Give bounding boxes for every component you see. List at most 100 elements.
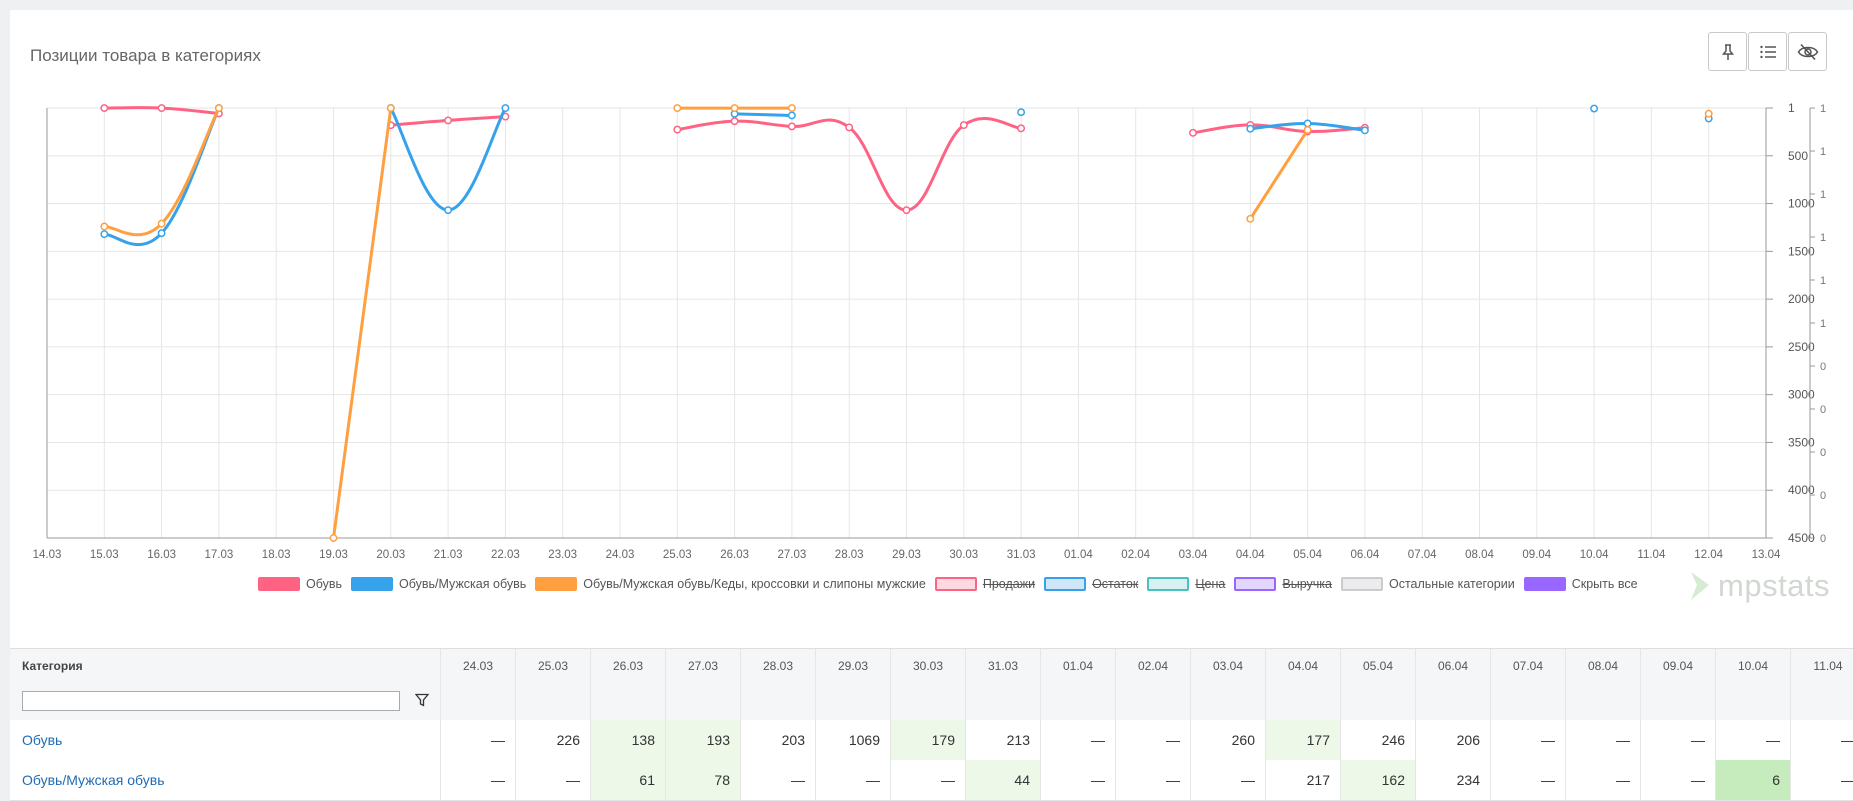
data-point[interactable] (100, 104, 109, 113)
column-header-date[interactable]: 08.04 (1565, 649, 1640, 683)
data-point[interactable] (386, 104, 395, 113)
column-header-date[interactable]: 02.04 (1115, 649, 1190, 683)
filter-cell (590, 682, 665, 720)
data-point[interactable] (501, 104, 510, 113)
x-tick-label: 21.03 (434, 549, 463, 560)
x-tick-label: 31.03 (1007, 549, 1036, 560)
column-header-date[interactable]: 05.04 (1340, 649, 1415, 683)
legend-item[interactable]: Остаток (1044, 577, 1138, 591)
column-header-date[interactable]: 01.04 (1040, 649, 1115, 683)
column-header-date[interactable]: 07.04 (1490, 649, 1565, 683)
legend-label: Скрыть все (1571, 577, 1638, 591)
column-header-date[interactable]: 09.04 (1640, 649, 1715, 683)
column-header-date[interactable]: 25.03 (515, 649, 590, 683)
x-tick-label: 19.03 (319, 549, 348, 560)
legend-item[interactable]: Скрыть все (1523, 577, 1638, 591)
filter-cell (890, 682, 965, 720)
data-point[interactable] (1017, 124, 1026, 133)
column-header-date[interactable]: 10.04 (1715, 649, 1790, 683)
legend-item[interactable]: Цена (1147, 577, 1225, 591)
legend-item[interactable]: Остальные категории (1340, 577, 1515, 591)
data-point[interactable] (100, 222, 109, 231)
legend-swatch (1523, 577, 1566, 591)
data-point[interactable] (444, 116, 453, 125)
value-cell: 260 (1190, 720, 1265, 760)
list-button[interactable] (1748, 32, 1787, 71)
legend-item[interactable]: Выручка (1234, 577, 1332, 591)
data-point[interactable] (1704, 109, 1713, 118)
hide-button[interactable] (1788, 32, 1827, 71)
column-header-date[interactable]: 11.04 (1790, 649, 1853, 683)
data-point[interactable] (1189, 128, 1197, 137)
column-header-date[interactable]: 03.04 (1190, 649, 1265, 683)
data-point[interactable] (902, 206, 911, 215)
legend-label: Обувь (306, 577, 343, 591)
value-cell: 6 (1715, 760, 1790, 800)
y-tick-label: 1500 (1788, 244, 1815, 258)
data-point[interactable] (444, 206, 453, 215)
table-header: Категория 24.03 25.03 26.03 27.03 28.03 29.03… (10, 648, 1853, 684)
data-point[interactable] (157, 219, 166, 228)
value-cell: — (1565, 760, 1640, 800)
column-header-date[interactable]: 26.03 (590, 649, 665, 683)
data-point[interactable] (730, 117, 739, 126)
category-filter-input[interactable] (22, 691, 400, 711)
data-point[interactable] (730, 104, 739, 113)
column-header-date[interactable]: 06.04 (1415, 649, 1490, 683)
data-point[interactable] (787, 111, 796, 120)
data-point[interactable] (100, 230, 109, 239)
legend-item[interactable]: Продажи (934, 577, 1035, 591)
column-header-date[interactable]: 24.03 (440, 649, 515, 683)
data-point[interactable] (787, 122, 796, 131)
data-point[interactable] (845, 123, 854, 132)
data-point[interactable] (787, 104, 796, 113)
x-tick-label: 25.03 (663, 549, 692, 560)
column-header-date[interactable]: 28.03 (740, 649, 815, 683)
column-header-date[interactable]: 29.03 (815, 649, 890, 683)
filter-cell (1040, 682, 1115, 720)
data-point[interactable] (1246, 124, 1255, 133)
value-cell: 179 (890, 720, 965, 760)
data-point[interactable] (329, 534, 338, 542)
chart-legend: Обувь Обувь/Мужская обувь Обувь/Мужская об… (258, 575, 1647, 593)
legend-item[interactable]: Обувь (258, 577, 342, 591)
value-cell: — (1640, 760, 1715, 800)
filter-icon[interactable] (415, 693, 429, 707)
x-tick-label: 27.03 (778, 549, 807, 560)
x-tick-label: 07.04 (1408, 549, 1437, 560)
y2-tick-label: 0 (1820, 447, 1826, 459)
value-cell: — (1490, 720, 1565, 760)
data-point[interactable] (1246, 214, 1255, 223)
column-header-date[interactable]: 04.04 (1265, 649, 1340, 683)
x-tick-label: 03.04 (1179, 549, 1208, 560)
x-tick-label: 11.04 (1637, 549, 1666, 560)
value-cell: — (1115, 760, 1190, 800)
x-tick-label: 05.04 (1293, 549, 1322, 560)
legend-swatch (1340, 577, 1383, 591)
pin-button[interactable] (1708, 32, 1747, 71)
x-tick-label: 26.03 (720, 549, 749, 560)
data-point[interactable] (1590, 104, 1599, 113)
data-point[interactable] (959, 121, 968, 130)
data-point[interactable] (1303, 126, 1312, 134)
column-header-date[interactable]: 30.03 (890, 649, 965, 683)
filter-cell (965, 682, 1040, 720)
y2-tick-label: 0 (1820, 533, 1826, 545)
column-header-date[interactable]: 27.03 (665, 649, 740, 683)
category-link[interactable]: Обувь/Мужская обувь (22, 772, 165, 788)
data-point[interactable] (214, 104, 223, 113)
legend-item[interactable]: Обувь/Мужская обувь/Кеды, кроссовки и сл… (535, 577, 926, 591)
legend-item[interactable]: Обувь/Мужская обувь (351, 577, 526, 591)
category-link[interactable]: Обувь (22, 732, 63, 748)
column-header-date[interactable]: 31.03 (965, 649, 1040, 683)
data-point[interactable] (673, 125, 682, 134)
data-point[interactable] (1303, 119, 1312, 128)
data-point[interactable] (157, 104, 166, 113)
table-row: Обувь/Мужская обувь — —61 78— — —44— — —217 162 2… (10, 760, 1853, 801)
legend-label: Остальные категории (1388, 577, 1515, 591)
y2-tick-label: 1 (1820, 232, 1826, 244)
data-point[interactable] (157, 229, 166, 238)
data-point[interactable] (1017, 108, 1026, 117)
data-point[interactable] (1360, 126, 1369, 135)
data-point[interactable] (673, 104, 682, 113)
